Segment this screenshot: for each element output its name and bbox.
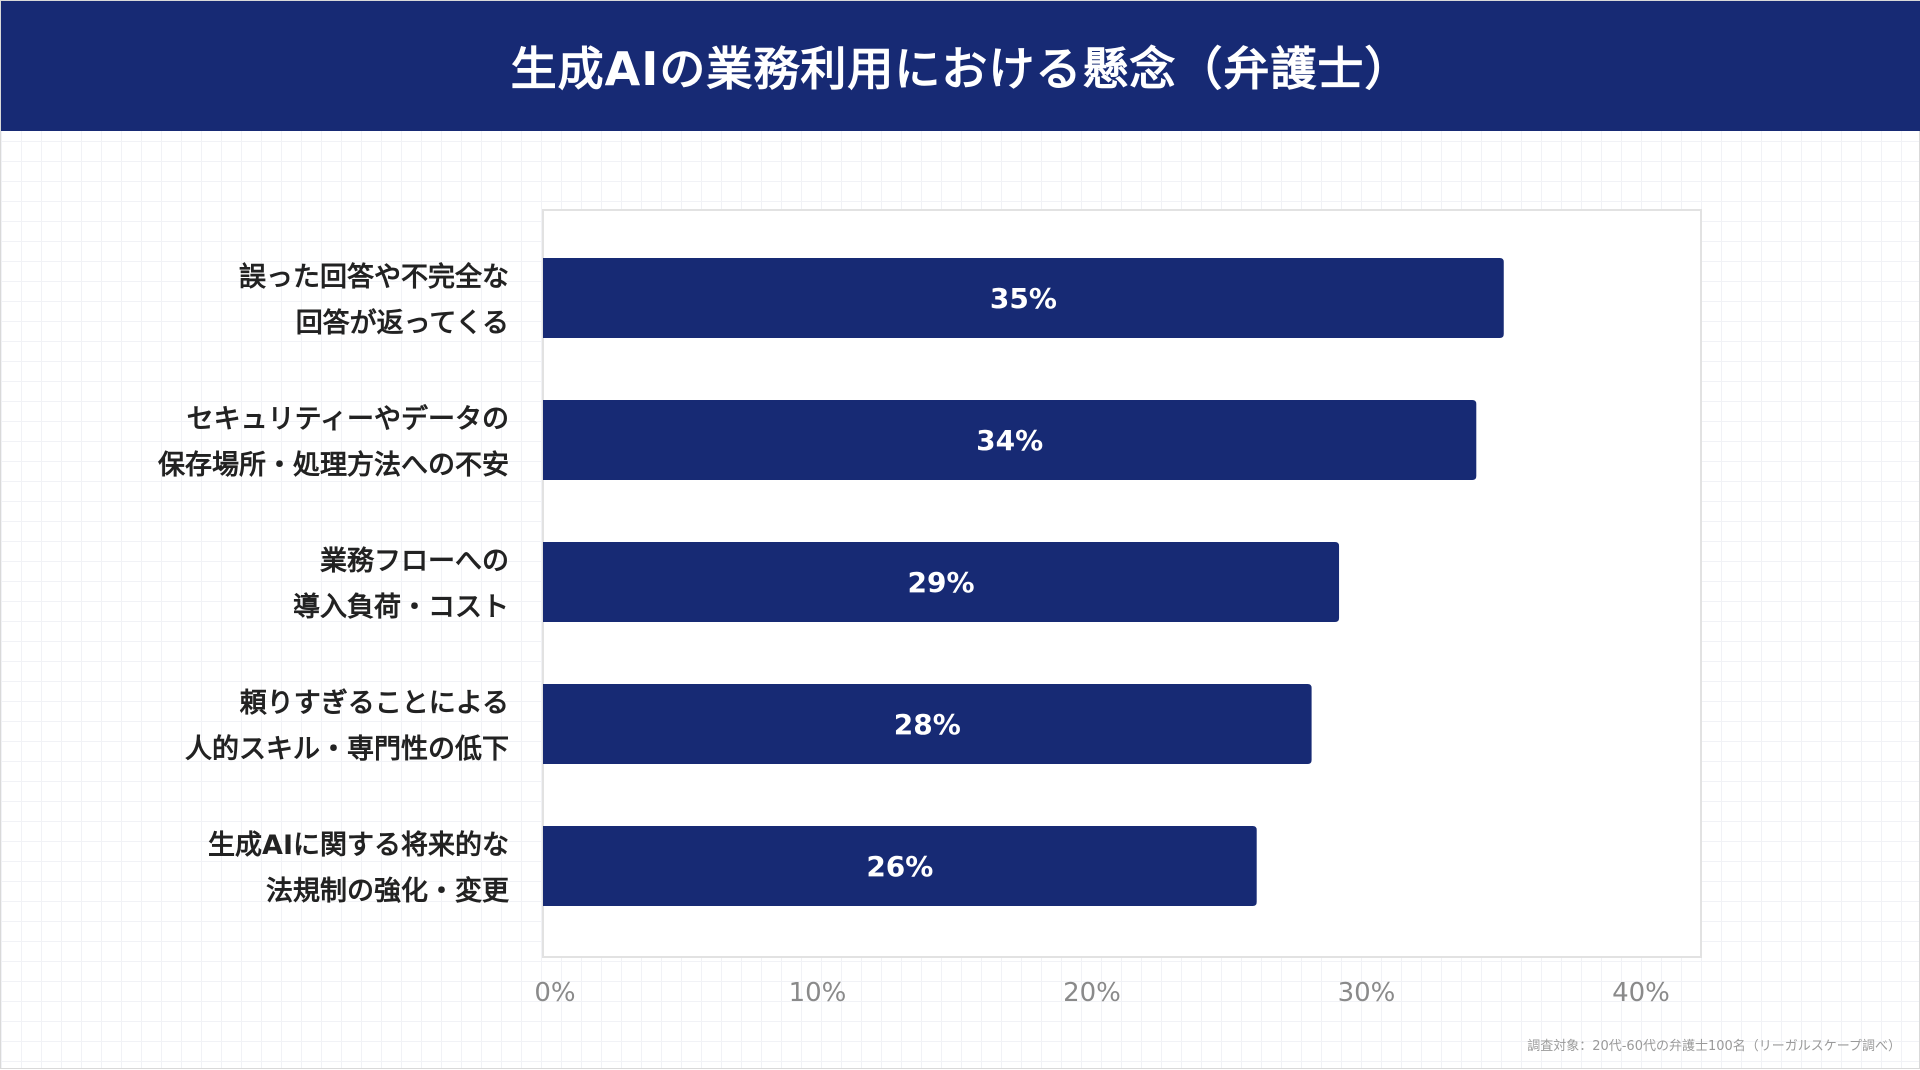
category-label-line: 頼りすぎることによる (240, 688, 509, 719)
category-label-line: 業務フローへの (320, 546, 509, 577)
title-banner: 生成AIの業務利用における懸念（弁護士） (1, 1, 1920, 131)
category-label-line: セキュリティーやデータの (187, 403, 509, 435)
bar-value-label: 35% (990, 282, 1057, 315)
category-label-line: 回答が返ってくる (296, 307, 509, 339)
x-tick-label: 20% (1063, 978, 1121, 1008)
source-footnote: 調査対象：20代-60代の弁護士100名（リーガルスケープ調べ） (1527, 1039, 1901, 1054)
bar-value-label: 28% (894, 708, 961, 741)
x-tick-label: 30% (1338, 978, 1396, 1008)
category-label-line: 保存場所・処理方法への不安 (157, 449, 509, 481)
category-label-line: 生成AIに関する将来的な (208, 829, 509, 861)
category-label-line: 導入負荷・コスト (293, 591, 509, 623)
x-axis-ticks-group: 0% 10% 20% 30% 40% (534, 978, 1670, 1008)
category-labels-group: 誤った回答や不完全な回答が返ってくるセキュリティーやデータの保存場所・処理方法へ… (157, 261, 510, 907)
category-label-line: 人的スキル・専門性の低下 (185, 733, 509, 765)
bar-3 (543, 542, 1340, 622)
bar-value-label: 26% (866, 850, 933, 883)
bar-value-label: 29% (908, 566, 975, 599)
x-tick-label: 40% (1612, 978, 1670, 1008)
bars-group: 35% 34% 29% 28% 26% (543, 258, 1504, 906)
bar-4 (543, 684, 1312, 764)
x-tick-label: 10% (789, 978, 847, 1008)
category-label-line: 誤った回答や不完全な (239, 261, 509, 293)
bar-1 (543, 258, 1504, 338)
bar-value-label: 34% (976, 424, 1043, 457)
bar-5 (543, 826, 1257, 906)
category-label-line: 法規制の強化・変更 (266, 875, 510, 907)
chart-title: 生成AIの業務利用における懸念（弁護士） (510, 42, 1412, 96)
x-tick-label: 0% (534, 978, 575, 1008)
bar-2 (543, 400, 1477, 480)
